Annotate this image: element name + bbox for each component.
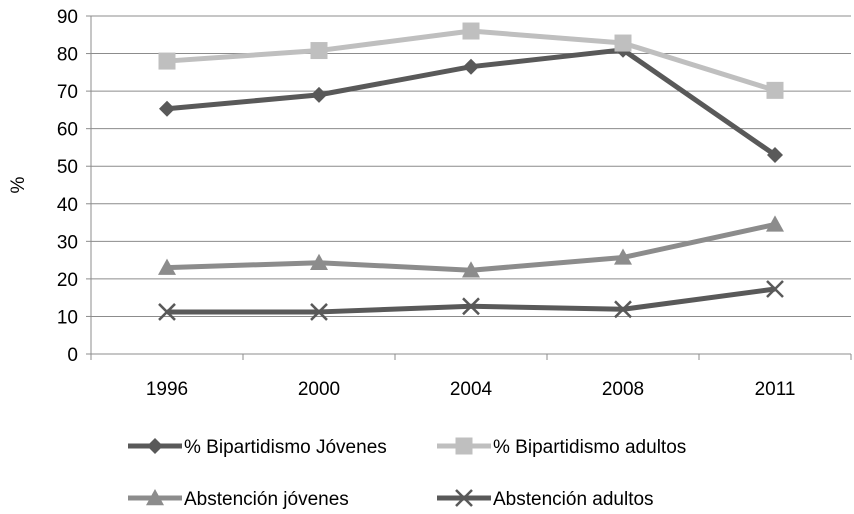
data-point-s1-2 (462, 22, 480, 40)
legend-label: Abstención adultos (493, 489, 654, 510)
x-tick-label: 2004 (450, 379, 493, 400)
series-markers (158, 22, 784, 321)
legend: % Bipartidismo Jóvenes % Bipartidismo adu… (128, 437, 686, 510)
data-point-s0-4 (767, 146, 783, 163)
data-point-s1-1 (310, 42, 328, 60)
data-point-s2-3 (614, 248, 632, 265)
y-tick-label: 60 (57, 120, 78, 141)
data-point-s3-2 (462, 297, 480, 316)
y-tick-label: 30 (57, 232, 78, 253)
legend-marker (146, 489, 164, 506)
data-point-s1-0 (158, 52, 176, 70)
gridlines (91, 15, 851, 317)
data-point-s3-0 (158, 303, 176, 321)
y-tick-label: 40 (57, 195, 78, 216)
series-line-3 (167, 286, 776, 315)
legend-marker (147, 438, 163, 454)
data-point-s3-3 (614, 300, 632, 319)
x-tick-label: 2000 (298, 379, 340, 400)
legend-label: Abstención jóvenes (184, 489, 349, 510)
data-point-s1-4 (766, 81, 784, 99)
x-tick-label: 2008 (602, 379, 644, 400)
data-point-s0-2 (463, 58, 479, 75)
legend-label: % Bipartidismo adultos (493, 437, 686, 458)
y-tick-label: 0 (67, 345, 78, 366)
x-tick-label: 1996 (146, 379, 188, 400)
data-point-s0-1 (311, 86, 327, 103)
data-point-s3-1 (310, 303, 328, 321)
y-tick-label: 90 (57, 7, 78, 28)
y-tick-label: 20 (57, 270, 78, 291)
data-point-s2-2 (462, 261, 480, 278)
data-point-s2-4 (766, 215, 784, 232)
data-point-s2-1 (310, 253, 328, 270)
x-tick-label: 2011 (755, 379, 796, 400)
data-point-s0-0 (159, 100, 175, 117)
y-axis-title: % (8, 176, 29, 193)
data-point-s1-3 (614, 34, 632, 52)
y-tick-label: 80 (57, 45, 78, 66)
legend-marker (455, 489, 473, 507)
y-tick-label: 70 (57, 82, 78, 103)
axes: 0 10 20 30 40 50 60 70 80 90 1996 2000 2004 2008 2011% (8, 7, 852, 400)
y-tick-label: 50 (57, 157, 78, 178)
legend-label: % Bipartidismo Jóvenes (184, 437, 387, 458)
legend-marker (455, 437, 473, 455)
data-point-s2-0 (158, 258, 176, 275)
y-tick-label: 10 (57, 307, 78, 328)
data-point-s3-4 (766, 280, 784, 298)
